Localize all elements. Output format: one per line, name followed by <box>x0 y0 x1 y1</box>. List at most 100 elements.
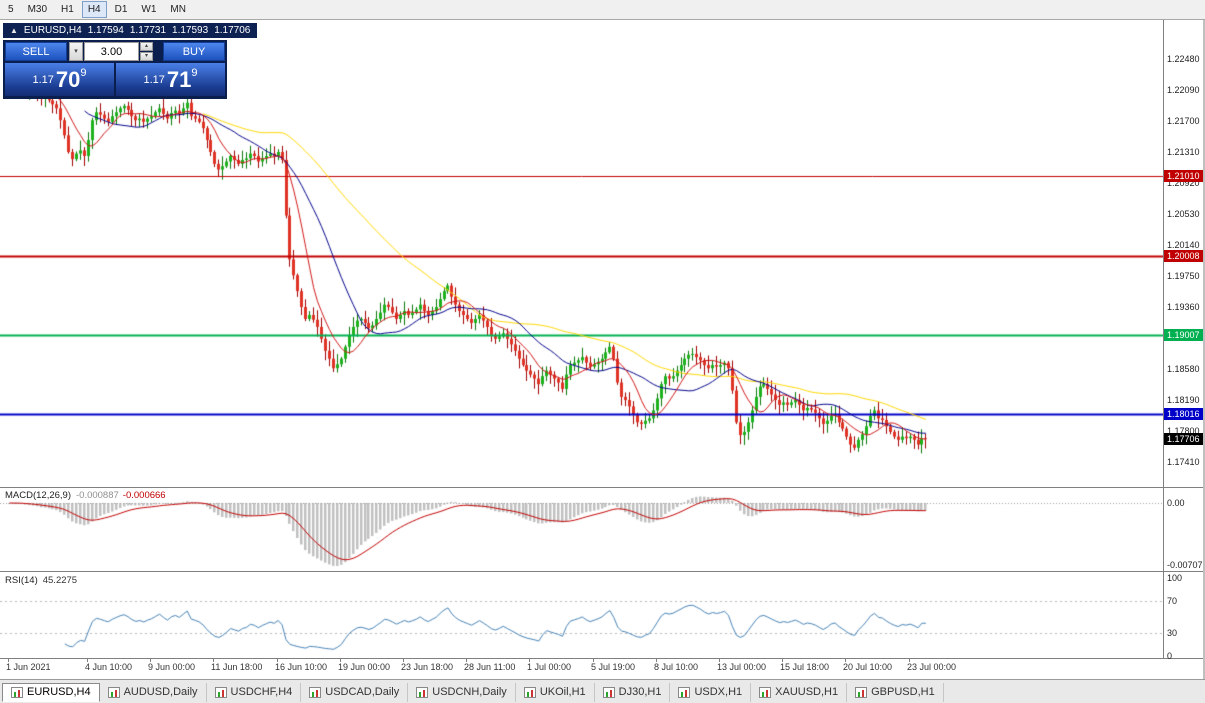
volume-spinner: ▴ ▾ <box>140 42 153 61</box>
rsi-axis-label: 70 <box>1167 596 1178 607</box>
price-tag: 1.19007 <box>1164 329 1203 342</box>
macd-signal-value: -0.000666 <box>122 490 166 501</box>
time-axis-label: 23 Jul 00:00 <box>907 662 957 672</box>
volume-down-button[interactable]: ▾ <box>140 52 153 61</box>
macd-indicator-label: MACD(12,26,9) -0.000887 -0.000666 <box>5 490 166 501</box>
time-axis-tick <box>656 659 657 662</box>
ohlc-close: 1.17706 <box>214 25 251 36</box>
mini-chart-icon <box>11 686 23 698</box>
time-axis-label: 1 Jul 00:00 <box>527 662 572 672</box>
time-axis-tick <box>213 659 214 662</box>
price-tag: 1.21010 <box>1164 169 1203 182</box>
price-axis-label: 1.17800 <box>1167 426 1200 437</box>
time-axis-tick <box>719 659 720 662</box>
mini-chart-icon <box>309 686 322 698</box>
time-axis-tick <box>150 659 151 662</box>
buy-price-button[interactable]: 1.17 71 9 <box>116 63 225 96</box>
timeframe-button-w1[interactable]: W1 <box>135 1 162 18</box>
time-axis-border <box>0 658 1203 659</box>
collapse-trade-panel-icon[interactable]: ▲ <box>10 26 18 35</box>
tab-usdcad-daily[interactable]: USDCAD,Daily <box>301 682 409 702</box>
tab-label: USDX,H1 <box>694 686 743 698</box>
price-axis-label: 1.22480 <box>1167 54 1200 64</box>
volume-up-button[interactable]: ▴ <box>140 42 153 51</box>
tab-label: AUDUSD,Daily <box>123 686 198 698</box>
time-axis-tick <box>782 659 783 662</box>
timeframe-button-mn[interactable]: MN <box>164 1 192 18</box>
price-axis-label: 1.21700 <box>1167 116 1200 126</box>
macd-main-value: -0.000887 <box>76 490 119 501</box>
time-axis-tick <box>845 659 846 662</box>
tab-usdcnh-daily[interactable]: USDCNH,Daily <box>408 682 516 702</box>
timeframe-button-m30[interactable]: M30 <box>22 1 53 18</box>
rsi-indicator-label: RSI(14) 45.2275 <box>5 575 77 586</box>
mini-chart-icon <box>759 686 772 698</box>
time-axis-label: 15 Jul 18:00 <box>780 662 830 672</box>
time-axis-label: 28 Jun 11:00 <box>464 662 516 672</box>
time-axis-tick <box>466 659 467 662</box>
sell-price-button[interactable]: 1.17 70 9 <box>5 63 114 96</box>
timeframe-button-5[interactable]: 5 <box>2 1 20 18</box>
price-axis-border <box>1163 20 1164 659</box>
tab-label: EURUSD,H4 <box>27 686 91 698</box>
chart-tabs-bar: EURUSD,H4 AUDUSD,Daily USDCHF,H4 USDCAD,Dai… <box>0 679 1205 703</box>
rsi-axis-label: 30 <box>1167 627 1178 638</box>
panel-divider-rsi[interactable] <box>0 571 1203 572</box>
price-tag: 1.17706 <box>1164 432 1203 445</box>
tab-eurusd-h4[interactable]: EURUSD,H4 <box>2 682 100 702</box>
price-axis-label: 1.19360 <box>1167 302 1200 313</box>
rsi-axis-label: 0 <box>1167 651 1173 661</box>
time-axis-label: 13 Jul 00:00 <box>717 662 767 672</box>
time-axis-tick <box>529 659 530 662</box>
ohlc-high: 1.17731 <box>129 25 167 36</box>
tab-audusd-daily[interactable]: AUDUSD,Daily <box>100 682 207 702</box>
tab-label: XAUUSD,H1 <box>775 686 839 698</box>
price-axis-label: 1.21310 <box>1167 147 1200 157</box>
time-axis-tick <box>8 659 9 662</box>
tab-ukoil-h1[interactable]: UKOil,H1 <box>516 682 595 702</box>
ohlc-low: 1.17593 <box>172 25 209 36</box>
tab-gbpusd-h1[interactable]: GBPUSD,H1 <box>847 682 944 702</box>
timeframe-button-h4[interactable]: H4 <box>81 1 107 18</box>
macd-axis-zero: 0.00 <box>1167 498 1185 508</box>
mini-chart-icon <box>107 686 120 698</box>
tab-usdchf-h4[interactable]: USDCHF,H4 <box>207 682 302 702</box>
one-click-trading-panel: SELL ▾ ▴ ▾ BUY 1.17 70 9 1.17 71 9 <box>3 40 227 99</box>
tab-usdx-h1[interactable]: USDX,H1 <box>670 682 752 702</box>
price-axis-label: 1.18580 <box>1167 364 1200 375</box>
timeframe-button-h1[interactable]: H1 <box>55 1 80 18</box>
tab-label: UKOil,H1 <box>539 686 586 698</box>
time-axis-label: 1 Jun 2021 <box>6 662 51 672</box>
volume-dropdown-icon[interactable]: ▾ <box>69 42 83 61</box>
timeframe-button-d1[interactable]: D1 <box>109 1 134 18</box>
time-axis-tick <box>340 659 341 662</box>
time-axis-label: 16 Jun 10:00 <box>275 662 328 672</box>
mini-chart-icon <box>602 686 615 698</box>
volume-input[interactable] <box>84 42 139 61</box>
sell-button[interactable]: SELL <box>5 42 67 61</box>
panel-divider-macd[interactable] <box>0 487 1203 488</box>
mini-chart-icon <box>855 686 868 698</box>
tab-dj30-h1[interactable]: DJ30,H1 <box>595 682 671 702</box>
time-axis-tick <box>277 659 278 662</box>
mini-chart-icon <box>214 686 227 698</box>
tab-label: DJ30,H1 <box>618 686 662 698</box>
mini-chart-icon <box>416 686 429 698</box>
time-axis-tick <box>593 659 594 662</box>
price-axis-label: 1.20920 <box>1167 178 1200 189</box>
buy-button[interactable]: BUY <box>163 42 225 61</box>
time-axis-label: 5 Jul 19:00 <box>591 662 636 672</box>
chart-canvas[interactable] <box>0 20 1163 659</box>
time-axis-tick <box>87 659 88 662</box>
price-axis-label: 1.20530 <box>1167 209 1200 220</box>
time-axis-label: 19 Jun 00:00 <box>338 662 391 672</box>
tab-xauusd-h1[interactable]: XAUUSD,H1 <box>751 682 848 702</box>
symbol-period-label: EURUSD,H4 <box>23 25 82 36</box>
time-axis-tick <box>403 659 404 662</box>
rsi-axis-label: 100 <box>1167 573 1183 583</box>
timeframe-toolbar: 5 M30 H1 H4 D1 W1 MN <box>0 0 1205 20</box>
sell-price-prefix: 1.17 <box>32 73 54 86</box>
chart-window: ▲ EURUSD,H4 1.17594 1.17731 1.17593 1.17… <box>0 20 1205 679</box>
rsi-value: 45.2275 <box>42 575 78 586</box>
tab-label: USDCNH,Daily <box>432 686 507 698</box>
